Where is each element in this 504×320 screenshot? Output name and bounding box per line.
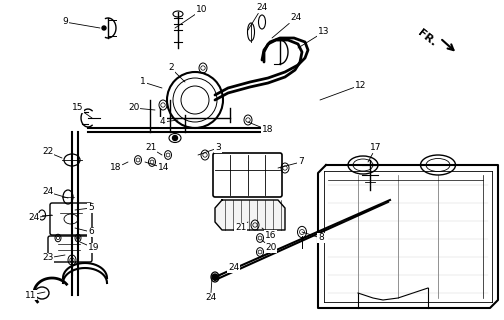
Text: 5: 5 bbox=[75, 204, 94, 212]
Text: 24: 24 bbox=[28, 213, 52, 222]
Text: 9: 9 bbox=[62, 18, 100, 28]
Text: 4: 4 bbox=[160, 117, 178, 126]
Text: 24: 24 bbox=[205, 278, 216, 302]
Text: 11: 11 bbox=[25, 291, 45, 300]
Circle shape bbox=[172, 135, 177, 140]
Text: 24: 24 bbox=[215, 263, 239, 278]
Text: 2: 2 bbox=[168, 63, 185, 82]
Text: 10: 10 bbox=[175, 5, 208, 28]
Text: 24: 24 bbox=[42, 188, 68, 198]
Text: 24: 24 bbox=[272, 13, 301, 38]
Text: 20: 20 bbox=[128, 103, 155, 113]
Text: 13: 13 bbox=[298, 28, 330, 48]
Text: 22: 22 bbox=[42, 148, 62, 158]
Polygon shape bbox=[215, 200, 285, 230]
Text: 17: 17 bbox=[368, 143, 382, 162]
Text: 6: 6 bbox=[75, 228, 94, 236]
Ellipse shape bbox=[348, 156, 378, 174]
Text: 23: 23 bbox=[42, 253, 65, 262]
Text: 24: 24 bbox=[248, 4, 267, 30]
Text: 14: 14 bbox=[145, 162, 169, 172]
Text: 12: 12 bbox=[320, 81, 366, 100]
Text: 18: 18 bbox=[110, 162, 128, 172]
Text: 20: 20 bbox=[262, 240, 276, 252]
Circle shape bbox=[102, 26, 106, 30]
Text: 19: 19 bbox=[80, 242, 99, 252]
Text: 3: 3 bbox=[198, 143, 221, 155]
Text: 21: 21 bbox=[235, 222, 248, 233]
Text: 7: 7 bbox=[278, 157, 304, 168]
Circle shape bbox=[212, 274, 218, 280]
Text: 1: 1 bbox=[140, 77, 162, 88]
Ellipse shape bbox=[420, 155, 456, 175]
Text: 18: 18 bbox=[248, 122, 274, 134]
Text: FR.: FR. bbox=[416, 28, 438, 48]
Text: 8: 8 bbox=[302, 232, 324, 243]
Text: 21: 21 bbox=[145, 143, 162, 155]
Text: 16: 16 bbox=[262, 228, 277, 239]
Text: 15: 15 bbox=[72, 103, 92, 118]
